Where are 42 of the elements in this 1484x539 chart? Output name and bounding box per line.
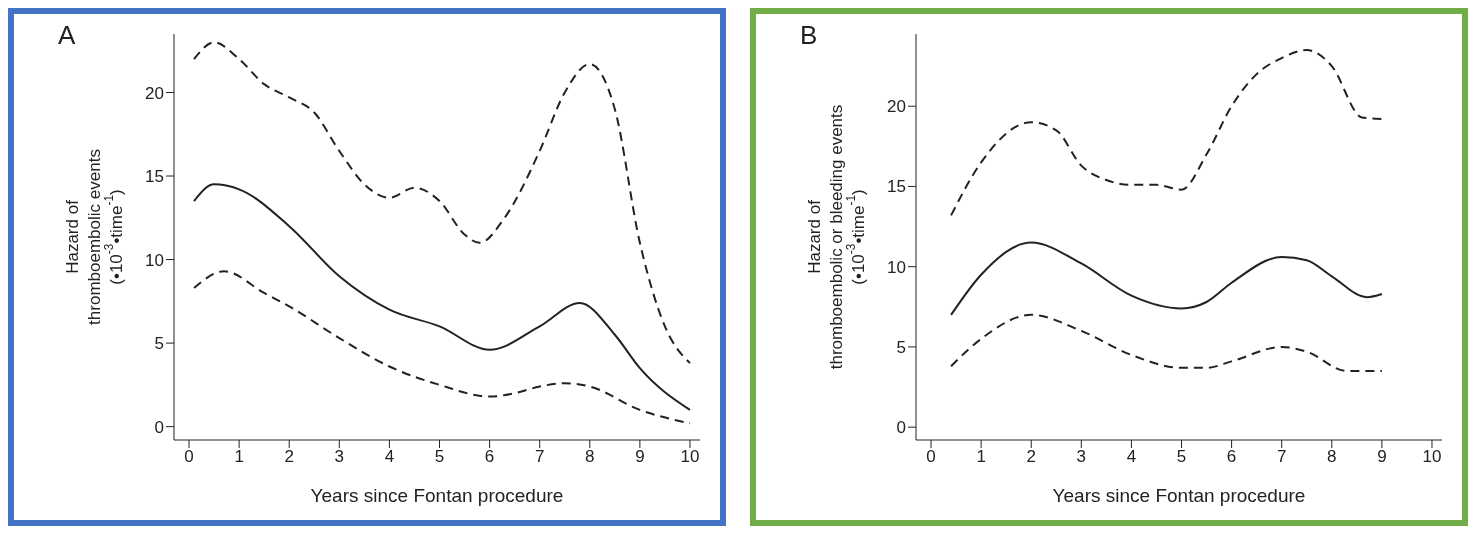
x-tick-label: 10: [1422, 447, 1442, 467]
x-tick-label: 2: [1026, 447, 1036, 467]
x-tick-label: 3: [1076, 447, 1087, 467]
x-tick-label: 2: [284, 447, 294, 467]
line-series: [193, 41, 691, 365]
x-tick-label: 6: [484, 447, 495, 467]
x-tick-label: 0: [184, 447, 194, 467]
chart-title: B: [800, 20, 818, 51]
chart-title: A: [58, 20, 76, 51]
x-tick-label: 9: [1377, 447, 1387, 467]
x-tick-label: 7: [534, 447, 545, 467]
y-tick-label: 0: [154, 417, 164, 437]
x-tick-label: 10: [680, 447, 700, 467]
x-tick-label: 1: [234, 447, 244, 467]
x-tick-label: 1: [976, 447, 986, 467]
y-tick-label: 10: [887, 257, 906, 277]
y-tick-label: 15: [887, 177, 906, 197]
line-series: [950, 241, 1383, 316]
x-tick-label: 8: [585, 447, 595, 467]
x-axis-title: Years since Fontan procedure: [1052, 485, 1306, 506]
x-tick-label: 7: [1276, 447, 1287, 467]
y-tick-label: 0: [896, 418, 906, 438]
y-tick-label: 20: [145, 83, 164, 103]
y-tick-label: 5: [154, 334, 164, 354]
x-tick-label: 6: [1226, 447, 1237, 467]
x-tick-label: 8: [1327, 447, 1337, 467]
line-series: [950, 313, 1383, 372]
line-series: [193, 183, 691, 411]
y-tick-label: 5: [896, 337, 906, 357]
x-tick-label: 9: [635, 447, 645, 467]
x-tick-label: 0: [926, 447, 936, 467]
line-series: [950, 49, 1383, 217]
y-tick-label: 10: [145, 250, 164, 270]
x-tick-label: 3: [334, 447, 345, 467]
x-tick-label: 4: [384, 447, 395, 467]
x-tick-label: 4: [1126, 447, 1137, 467]
line-series: [193, 270, 691, 425]
x-axis-title: Years since Fontan procedure: [310, 485, 564, 506]
x-tick-label: 5: [1176, 447, 1187, 467]
x-tick-label: 5: [434, 447, 445, 467]
y-tick-label: 20: [887, 97, 906, 117]
y-tick-label: 15: [145, 167, 164, 187]
